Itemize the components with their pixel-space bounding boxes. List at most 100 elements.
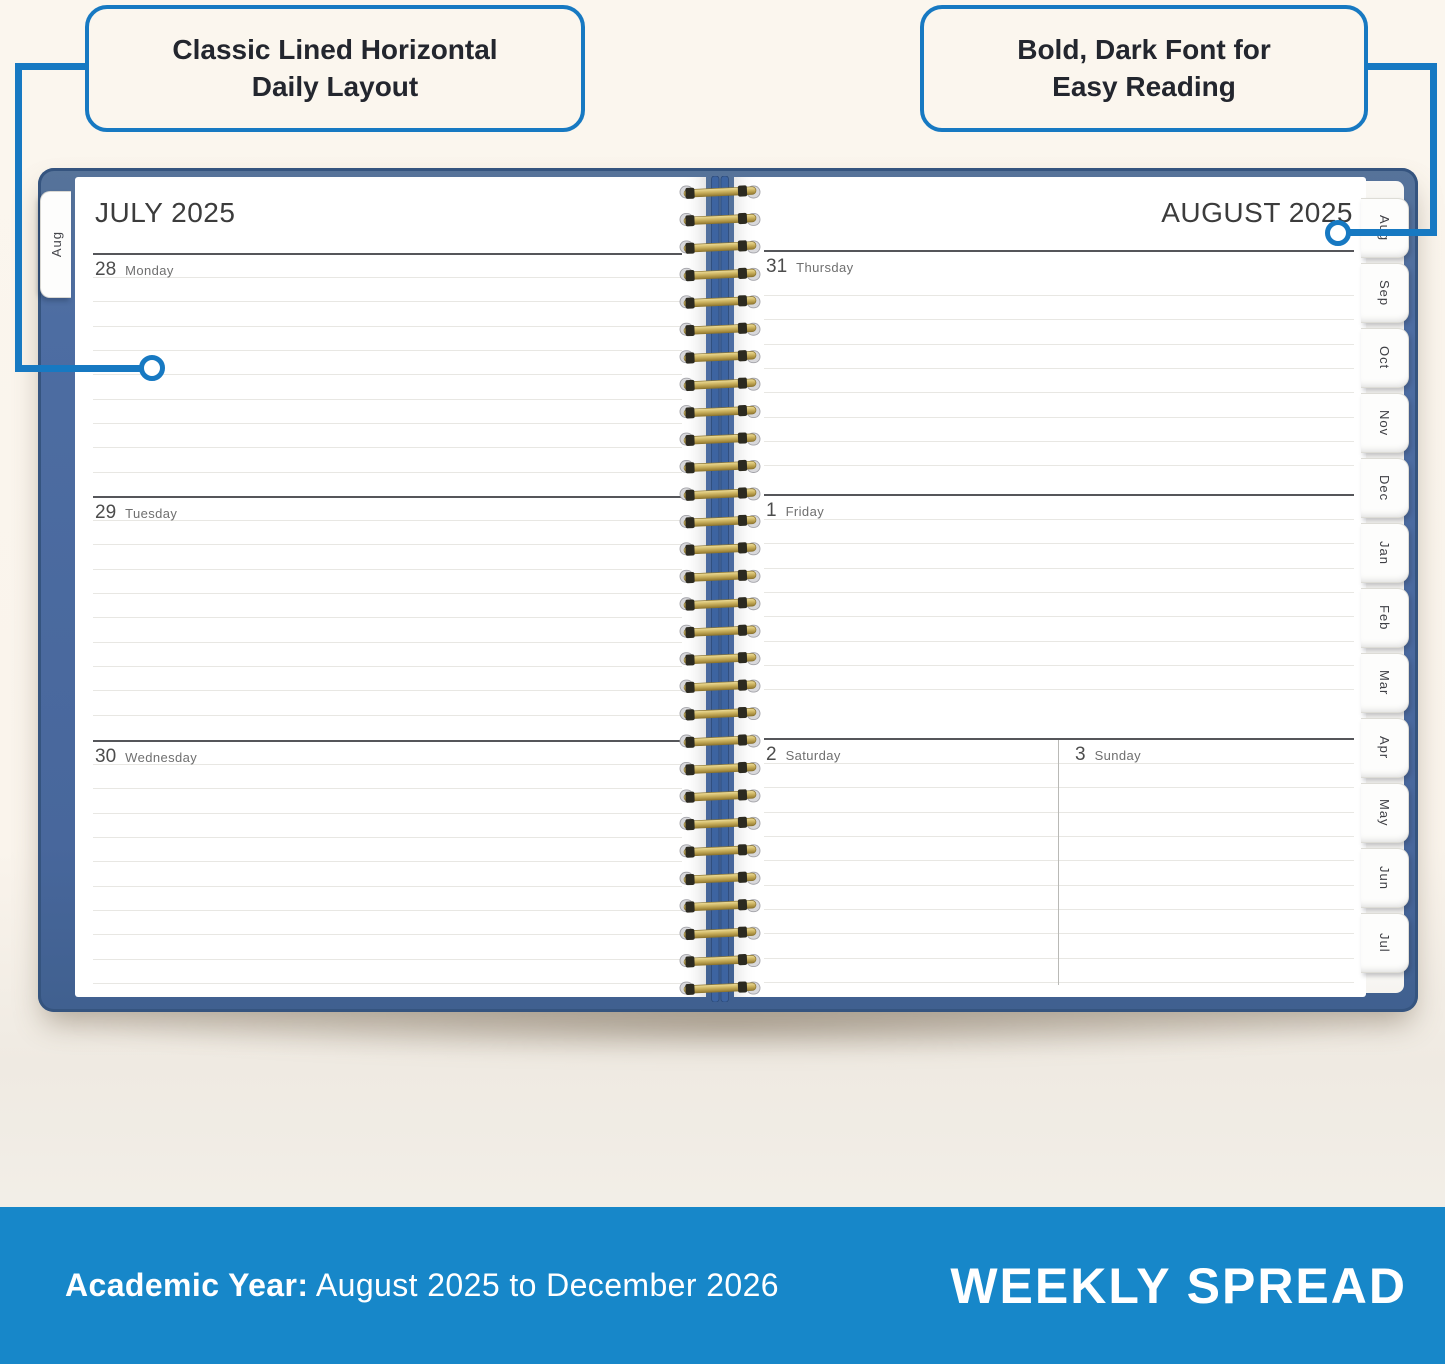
- spiral-binding-icon: [679, 176, 761, 1002]
- ruled-line: [93, 837, 682, 838]
- connector-left-top: [15, 63, 89, 70]
- ruled-line: [764, 933, 1354, 934]
- ruled-line: [93, 813, 682, 814]
- month-tab-sep: Sep: [1361, 263, 1409, 323]
- connector-left-bottom: [15, 365, 142, 372]
- day-label: 31 Thursday: [766, 256, 854, 278]
- ruled-line: [93, 861, 682, 862]
- month-tab-apr: Apr: [1361, 718, 1409, 778]
- ruled-line: [764, 592, 1354, 593]
- page-title-august: AUGUST 2025: [1161, 197, 1353, 228]
- day-label: 30 Wednesday: [95, 746, 197, 768]
- circle-marker-icon: [1325, 220, 1351, 246]
- day-divider-line: [764, 738, 1354, 740]
- day-name: Sunday: [1094, 748, 1142, 763]
- day-divider-line: [93, 740, 682, 742]
- ruled-line: [93, 472, 682, 473]
- month-tab-jan: Jan: [1361, 523, 1409, 583]
- day-divider-line: [764, 494, 1354, 496]
- connector-right-vertical: [1430, 63, 1437, 236]
- ruled-line: [93, 399, 682, 400]
- ruled-line: [764, 543, 1354, 544]
- weekly-spread-title: WEEKLY SPREAD: [950, 1257, 1407, 1314]
- ruled-line: [764, 689, 1354, 690]
- circle-marker-icon: [139, 355, 165, 381]
- connector-left-vertical: [15, 63, 22, 372]
- connector-right-top: [1364, 63, 1437, 70]
- day-divider-line: [764, 250, 1354, 252]
- ruled-line: [764, 665, 1354, 666]
- ruled-line: [93, 593, 682, 594]
- day-name: Friday: [785, 504, 825, 519]
- day-label: 2 Saturday: [766, 744, 841, 766]
- ruled-line: [93, 447, 682, 448]
- callout-daily-layout-line2: Daily Layout: [251, 70, 419, 102]
- ruled-line: [764, 295, 1354, 296]
- ruled-line: [764, 836, 1354, 837]
- side-tab-aug: Aug: [40, 191, 71, 298]
- day-divider-line: [93, 253, 682, 255]
- day-name: Tuesday: [125, 506, 178, 521]
- day-label: 28 Monday: [95, 259, 174, 281]
- ruled-line: [764, 441, 1354, 442]
- ruled-line: [93, 326, 682, 327]
- day-label: 1 Friday: [766, 500, 824, 522]
- academic-year-text: Academic Year: August 2025 to December 2…: [0, 1267, 779, 1304]
- day-name: Thursday: [796, 260, 854, 275]
- month-tab-dec: Dec: [1361, 458, 1409, 518]
- page-title-july: JULY 2025: [95, 197, 236, 228]
- day-number: 1: [766, 500, 777, 521]
- month-tab-feb: Feb: [1361, 588, 1409, 648]
- day-label: 29 Tuesday: [95, 502, 177, 524]
- month-tab-label: Jun: [1377, 866, 1392, 890]
- day-number: 28: [95, 259, 117, 280]
- day-number: 29: [95, 502, 117, 523]
- ruled-line: [764, 319, 1354, 320]
- month-tab-nov: Nov: [1361, 393, 1409, 453]
- month-tab-label: Aug: [1377, 214, 1392, 242]
- ruled-line: [764, 344, 1354, 345]
- ruled-line: [93, 642, 682, 643]
- day-number: 30: [95, 746, 117, 767]
- ruled-line: [764, 787, 1354, 788]
- month-tab-jul: Jul: [1361, 913, 1409, 973]
- ruled-line: [93, 715, 682, 716]
- ruled-line: [93, 690, 682, 691]
- ruled-line: [764, 860, 1354, 861]
- day-name: Wednesday: [125, 750, 198, 765]
- month-tab-label: Nov: [1377, 409, 1392, 437]
- month-tab-label: May: [1377, 799, 1392, 827]
- ruled-line: [764, 982, 1354, 983]
- ruled-line: [93, 569, 682, 570]
- ruled-line: [764, 368, 1354, 369]
- month-tab-aug: Aug: [1361, 198, 1409, 258]
- day-name: Monday: [125, 263, 174, 278]
- ruled-line: [764, 465, 1354, 466]
- ruled-line: [93, 666, 682, 667]
- month-tab-label: Mar: [1377, 670, 1392, 696]
- ruled-line: [93, 423, 682, 424]
- ruled-line: [764, 909, 1354, 910]
- month-tab-label: Feb: [1377, 605, 1392, 631]
- ruled-line: [93, 617, 682, 618]
- ruled-line: [93, 886, 682, 887]
- callout-daily-layout-text: Classic Lined Horizontal Daily Layout: [172, 32, 497, 106]
- month-tab-jun: Jun: [1361, 848, 1409, 908]
- page-right-august: AUGUST 2025 31 Thursday 1 Friday 2 Saturday 3 S…: [734, 177, 1366, 997]
- ruled-line: [93, 520, 682, 521]
- ruled-line: [93, 350, 682, 351]
- month-tab-label: Sep: [1377, 279, 1392, 307]
- callout-daily-layout-line1: Classic Lined Horizontal: [172, 33, 498, 65]
- ruled-line: [764, 763, 1354, 764]
- ruled-line: [764, 417, 1354, 418]
- callout-bold-font-text: Bold, Dark Font for Easy Reading: [1017, 32, 1271, 106]
- ruled-line: [93, 934, 682, 935]
- ruled-line: [93, 544, 682, 545]
- day-divider-line: [93, 496, 682, 498]
- ruled-line: [764, 885, 1354, 886]
- month-tab-label: Apr: [1377, 736, 1392, 760]
- saturday-sunday-divider: [1058, 740, 1059, 985]
- month-tab-may: May: [1361, 783, 1409, 843]
- ruled-line: [93, 983, 682, 984]
- callout-bold-font: Bold, Dark Font for Easy Reading: [920, 5, 1368, 132]
